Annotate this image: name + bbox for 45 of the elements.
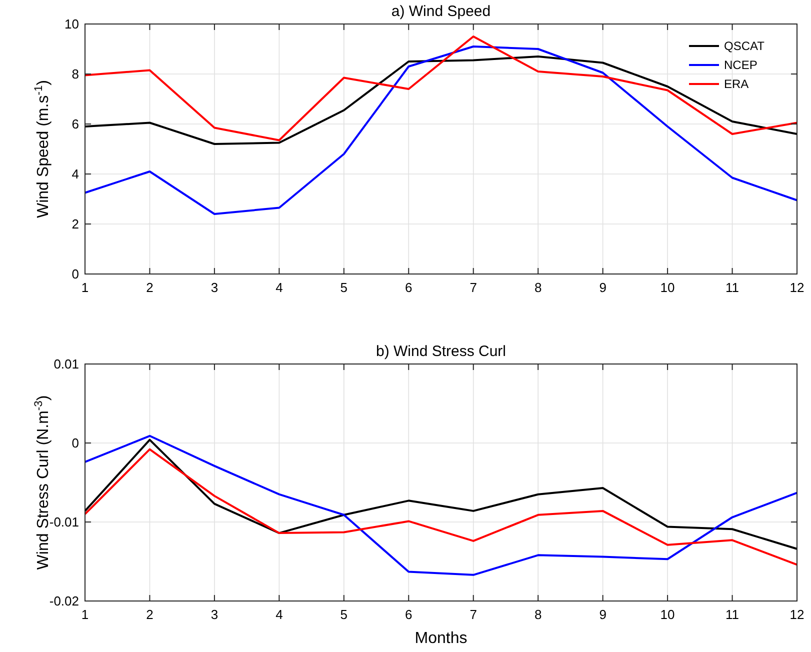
x-tick-label: 11 xyxy=(726,280,740,295)
line-series xyxy=(84,56,798,145)
y-tick-label: -0.01 xyxy=(49,514,79,530)
chart-title: a) Wind Speed xyxy=(391,3,491,20)
x-tick-label: 3 xyxy=(210,280,218,295)
line-series xyxy=(84,434,798,576)
x-tick-label: 10 xyxy=(660,607,675,622)
chart-title: b) Wind Stress Curl xyxy=(376,343,506,360)
y-tick-label: 0.01 xyxy=(54,356,79,372)
x-tick-label: 4 xyxy=(276,607,283,622)
x-tick-label: 11 xyxy=(726,607,740,622)
y-tick-label: 6 xyxy=(72,116,79,132)
x-tick-label: 12 xyxy=(790,607,804,622)
y-tick-label: 2 xyxy=(72,216,79,232)
x-tick-label: 1 xyxy=(81,280,89,295)
x-tick-label: 9 xyxy=(599,280,606,295)
x-tick-label: 10 xyxy=(660,280,675,295)
y-tick-label: 8 xyxy=(72,66,79,82)
legend-label: ERA xyxy=(724,77,749,91)
x-tick-label: 2 xyxy=(146,607,154,622)
x-tick-label: 6 xyxy=(405,607,412,622)
x-tick-label: 1 xyxy=(81,607,89,622)
line-series xyxy=(84,36,798,142)
x-tick-label: 8 xyxy=(534,607,542,622)
line-series xyxy=(84,448,798,566)
x-tick-label: 9 xyxy=(599,607,606,622)
x-tick-label: 7 xyxy=(470,607,477,622)
y-tick-label: 0 xyxy=(72,266,79,282)
legend-label: QSCAT xyxy=(724,39,766,53)
x-tick-label: 6 xyxy=(405,280,412,295)
x-tick-label: 4 xyxy=(276,280,283,295)
y-tick-label: 10 xyxy=(64,16,79,32)
y-tick-label: 4 xyxy=(72,166,79,182)
line-series xyxy=(84,438,798,550)
y-tick-label: -0.02 xyxy=(49,594,79,608)
y-tick-label: 0 xyxy=(72,436,79,450)
x-tick-label: 5 xyxy=(340,607,348,622)
x-tick-label: 8 xyxy=(534,280,542,295)
x-tick-label: 7 xyxy=(470,280,477,295)
x-tick-label: 12 xyxy=(790,280,804,295)
x-axis-title: Months xyxy=(414,630,468,647)
x-tick-label: 3 xyxy=(210,607,218,622)
x-tick-label: 2 xyxy=(146,280,154,295)
x-tick-label: 5 xyxy=(340,280,348,295)
legend-label: NCEP xyxy=(724,58,758,72)
